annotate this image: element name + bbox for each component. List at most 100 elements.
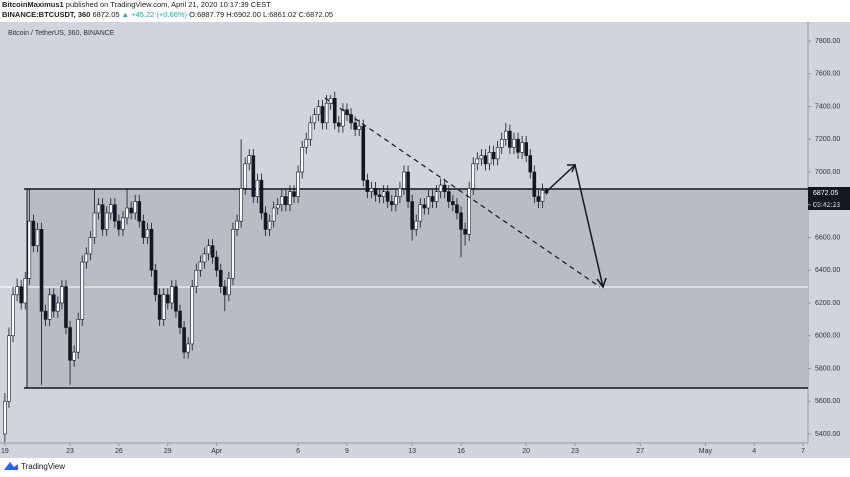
candle-body xyxy=(31,220,36,246)
candle-body xyxy=(284,196,288,206)
candle-body xyxy=(11,294,15,337)
candle-body xyxy=(280,196,284,206)
x-tick-label: May xyxy=(699,448,713,455)
brand-name: TradingView xyxy=(21,462,65,471)
candle-body xyxy=(210,245,215,258)
candle-body xyxy=(137,201,142,222)
candle-body xyxy=(516,138,520,153)
candle-body xyxy=(149,229,154,271)
candle-body xyxy=(377,194,382,197)
x-tick-label: 6 xyxy=(296,448,300,455)
candle-body xyxy=(231,229,235,279)
candle-body xyxy=(365,179,370,192)
change: ▲ +45.22 (+0.66%) xyxy=(121,10,188,19)
y-tick-label: 6200.00 xyxy=(815,300,840,307)
brand-logo xyxy=(4,462,18,470)
candle-body xyxy=(292,191,296,197)
candle-body xyxy=(117,220,121,230)
footer xyxy=(0,458,850,477)
candle-body xyxy=(410,201,414,230)
countdown-tag xyxy=(808,199,850,210)
candle-body xyxy=(51,294,56,312)
candle-body xyxy=(161,294,166,320)
y-tick-label: 7200.00 xyxy=(815,136,840,143)
candle-body xyxy=(96,204,101,214)
x-tick-label: 7 xyxy=(801,448,805,455)
candle-body xyxy=(475,158,480,165)
y-tick-label: 7000.00 xyxy=(815,169,840,176)
y-tick-label: 5600.00 xyxy=(815,398,840,405)
candle-body xyxy=(483,155,488,165)
candle-body xyxy=(296,171,300,197)
candle-body xyxy=(320,106,325,124)
candle-body xyxy=(129,207,133,214)
candle-body xyxy=(35,229,40,246)
candle-body xyxy=(402,171,406,189)
candle-body xyxy=(3,400,7,435)
candle-body xyxy=(487,152,492,165)
symbol: BINANCE:BTCUSDT, 360 xyxy=(2,10,91,19)
x-tick-label: 9 xyxy=(345,448,349,455)
candle-body xyxy=(182,327,186,353)
candle-body xyxy=(446,191,451,202)
ohlc-open: O:6887.79 xyxy=(189,10,225,19)
candle-body xyxy=(214,256,219,271)
candle-body xyxy=(524,142,528,156)
candle-body xyxy=(536,196,541,202)
y-tick-label: 6000.00 xyxy=(815,333,840,340)
candle-body xyxy=(389,201,394,206)
candle-body xyxy=(463,229,467,235)
candle-body xyxy=(157,294,162,320)
price-tag-label: 6872.05 xyxy=(813,190,838,197)
candle-body xyxy=(308,122,313,140)
candle-body xyxy=(7,335,11,402)
arrow-head xyxy=(567,164,577,173)
x-tick-label: 20 xyxy=(522,448,530,455)
y-tick-label: 6400.00 xyxy=(815,267,840,274)
candle-body xyxy=(426,196,431,209)
candle-body xyxy=(316,106,321,115)
candle-body xyxy=(243,163,247,189)
y-tick-label: 5400.00 xyxy=(815,431,840,438)
header: BitcoinMaximus1 published on TradingView… xyxy=(0,0,850,22)
candle-body xyxy=(528,155,533,173)
candle-body xyxy=(100,204,105,230)
candle-body xyxy=(304,138,309,148)
candle-body xyxy=(520,142,524,153)
candle-body xyxy=(267,220,272,230)
candle-body xyxy=(84,253,89,263)
candle-body xyxy=(451,201,455,206)
candle-body xyxy=(438,184,443,192)
candle-body xyxy=(499,138,504,148)
candle-body xyxy=(263,212,268,230)
candle-body xyxy=(133,201,138,214)
published: published on TradingView.com, April 21, … xyxy=(65,0,271,9)
candle-body xyxy=(345,109,349,115)
candle-body xyxy=(186,343,190,353)
ohlc-close: C:6872.05 xyxy=(298,10,334,19)
candle-body xyxy=(27,220,32,279)
candle-body xyxy=(174,286,178,312)
candle-body xyxy=(165,294,170,304)
candle-body xyxy=(68,327,72,361)
x-tick-label: 16 xyxy=(457,448,465,455)
candle-body xyxy=(259,179,264,214)
candle-body xyxy=(239,188,243,222)
candle-body xyxy=(394,196,398,206)
candle-body xyxy=(141,220,146,238)
candle-body xyxy=(23,278,28,304)
x-tick-label: 4 xyxy=(752,448,756,455)
candle-body xyxy=(418,204,423,222)
candle-body xyxy=(255,179,260,197)
candle-body xyxy=(92,212,97,238)
candle-body xyxy=(76,319,80,353)
candle-body xyxy=(206,245,211,255)
candle-body xyxy=(381,191,386,197)
candle-body xyxy=(459,212,463,230)
candle-body xyxy=(113,204,117,222)
candle-body xyxy=(60,286,64,304)
y-tick-label: 6600.00 xyxy=(815,234,840,241)
candle-body xyxy=(235,220,239,230)
candle-body xyxy=(324,102,329,124)
